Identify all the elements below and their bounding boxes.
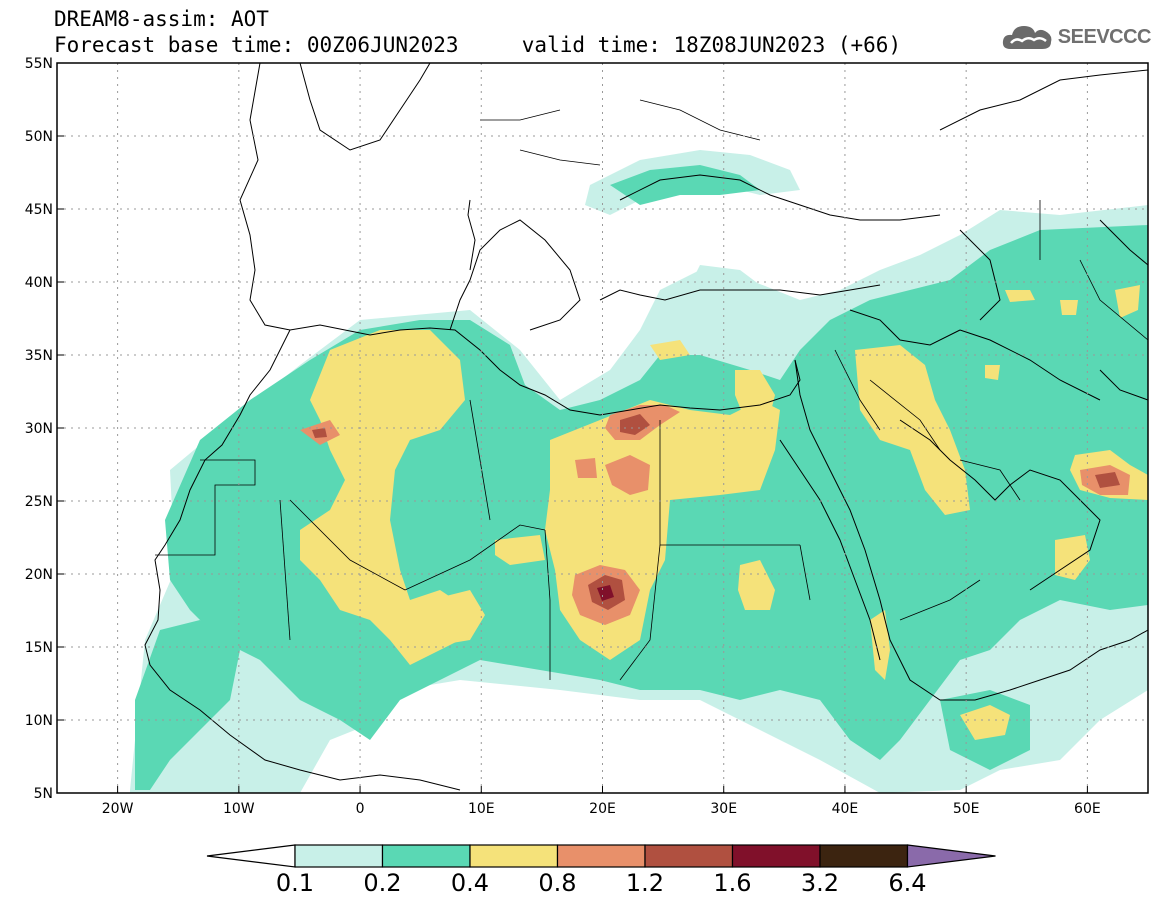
lon-tick-label: 60E — [1074, 801, 1101, 817]
colorbar-bin — [469, 844, 559, 868]
cloud-icon — [1002, 26, 1052, 49]
seevccc-logo: SEEVCCC — [1002, 22, 1152, 52]
lon-tick-label: 10E — [468, 801, 495, 817]
forecast-times: Forecast base time: 00Z06JUN2023 valid t… — [54, 33, 902, 57]
colorbar: 0.1 0.2 0.4 0.8 1.2 1.6 3.2 6.4 — [206, 844, 996, 897]
lat-tick-label: 20N — [25, 567, 53, 583]
lat-tick-label: 25N — [25, 494, 53, 510]
lon-tick-label: 10W — [223, 801, 255, 817]
colorbar-level-label: 0.2 — [363, 869, 401, 897]
political-borders — [155, 99, 1148, 681]
lon-tick-label: 0 — [356, 801, 365, 817]
colorbar-level-label: 3.2 — [801, 869, 839, 897]
lon-tick-label: 50E — [953, 801, 980, 817]
colorbar-bin — [731, 844, 821, 868]
colorbar-level-label: 1.6 — [713, 869, 751, 897]
colorbar-below-arrow — [206, 844, 296, 868]
lat-tick-label: 5N — [34, 786, 53, 802]
colorbar-level-label: 0.1 — [276, 869, 314, 897]
lon-tick-label: 20E — [589, 801, 616, 817]
lat-tick-label: 10N — [25, 713, 53, 729]
colorbar-level-label: 1.2 — [626, 869, 664, 897]
lat-tick-label: 45N — [25, 202, 53, 218]
lat-tick-label: 40N — [25, 275, 53, 291]
colorbar-bin — [556, 844, 646, 868]
lat-tick-label: 35N — [25, 348, 53, 364]
lat-tick-label: 15N — [25, 640, 53, 656]
lat-tick-label: 50N — [25, 129, 53, 145]
coastlines-borders — [144, 63, 1148, 791]
lon-tick-label: 30E — [710, 801, 737, 817]
lon-tick-label: 20W — [102, 801, 134, 817]
lat-tick-label: 30N — [25, 421, 53, 437]
colorbar-level-label: 6.4 — [888, 869, 926, 897]
gridlines — [57, 63, 1148, 793]
colorbar-bin — [294, 844, 384, 868]
colorbar-above-arrow — [906, 844, 996, 868]
aot-level-1.6 — [597, 585, 614, 601]
axis-ticks: 20W 10W 0 10E 20E 30E 40E 50E 60E 5N 10N 15N 20N 25N 3… — [25, 56, 1101, 817]
lon-tick-label: 40E — [832, 801, 859, 817]
colorbar-level-label: 0.4 — [451, 869, 489, 897]
logo-text: SEEVCCC — [1057, 25, 1152, 48]
product-title: DREAM8-assim: AOT — [54, 7, 269, 31]
colorbar-bin — [644, 844, 734, 868]
colorbar-level-label: 0.8 — [538, 869, 576, 897]
colorbar-bin — [819, 844, 909, 868]
lat-tick-label: 55N — [25, 56, 53, 72]
colorbar-bin — [381, 844, 471, 868]
